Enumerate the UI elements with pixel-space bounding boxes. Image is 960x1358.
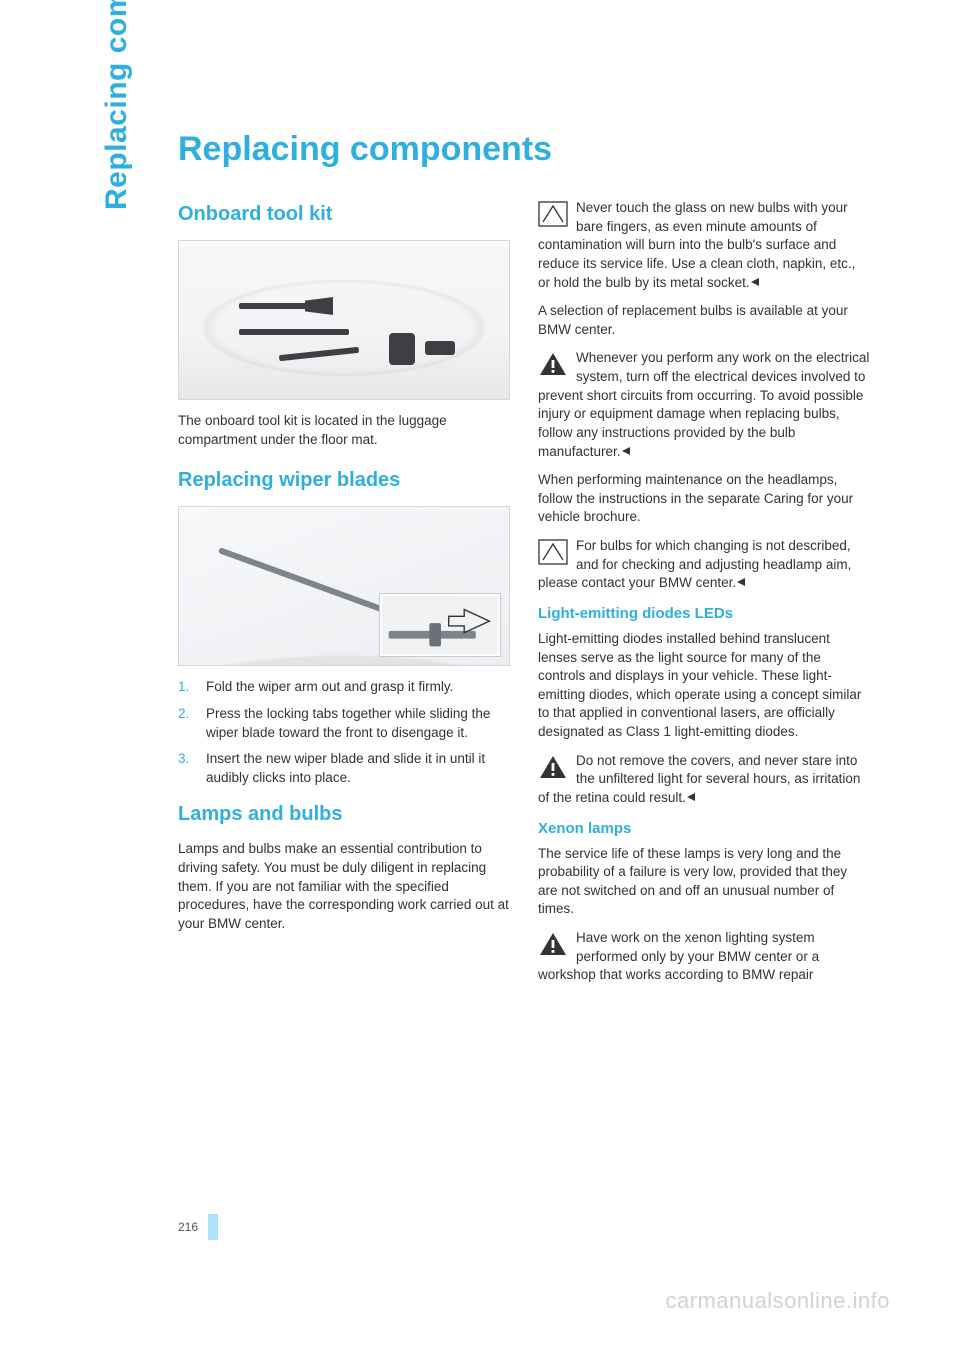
note-text: For bulbs for which changing is not desc… — [538, 538, 851, 590]
step-number: 1. — [178, 678, 189, 697]
figure-onboard-tool-kit — [178, 240, 510, 400]
page-number: 216 — [178, 1220, 198, 1234]
step-text: Insert the new wiper blade and slide it … — [206, 751, 485, 785]
heading-wiper-blades: Replacing wiper blades — [178, 469, 510, 492]
note-icon — [538, 539, 572, 567]
para-bulb-selection: A selection of replacement bulbs is avai… — [538, 302, 870, 339]
page-bar-icon — [208, 1214, 218, 1240]
wiper-steps-list: 1. Fold the wiper arm out and grasp it fi… — [178, 678, 510, 787]
step-text: Fold the wiper arm out and grasp it firm… — [206, 679, 453, 694]
tool-bar-icon — [239, 329, 349, 335]
heading-leds: Light-emitting diodes LEDs — [538, 605, 870, 622]
content-columns: Onboard tool kit The onboard tool kit is… — [178, 199, 870, 1199]
para-leds: Light-emitting diodes installed behind t… — [538, 630, 870, 742]
warning-text: Have work on the xenon lighting system p… — [538, 930, 819, 982]
warning-icon — [538, 351, 572, 379]
tool-hook-icon — [425, 341, 455, 355]
tool-wrench-icon — [239, 303, 329, 309]
end-mark-icon — [686, 789, 696, 808]
list-item: 3. Insert the new wiper blade and slide i… — [178, 750, 510, 787]
step-text: Press the locking tabs together while sl… — [206, 706, 490, 740]
step-number: 3. — [178, 750, 189, 769]
warning-leds: Do not remove the covers, and never star… — [538, 752, 870, 808]
warning-electrical: Whenever you perform any work on the ele… — [538, 349, 870, 461]
note-bulb-changing: For bulbs for which changing is not desc… — [538, 537, 870, 593]
para-xenon: The service life of these lamps is very … — [538, 845, 870, 920]
end-mark-icon — [750, 274, 760, 293]
figure-wiper-blades — [178, 506, 510, 666]
tool-screwdriver-icon — [279, 347, 359, 361]
note-icon — [538, 201, 572, 229]
end-mark-icon — [621, 443, 631, 462]
figure-wiper-inset — [379, 593, 501, 657]
para-lamps-intro: Lamps and bulbs make an essential contri… — [178, 840, 510, 933]
heading-xenon: Xenon lamps — [538, 820, 870, 837]
page-title: Replacing components — [178, 130, 870, 169]
side-tab-label: Replacing components — [100, 0, 134, 210]
page: Replacing components Replacing component… — [0, 0, 960, 1358]
watermark-text: carmanualsonline.info — [665, 1288, 890, 1314]
list-item: 2. Press the locking tabs together while … — [178, 705, 510, 742]
warning-text: Whenever you perform any work on the ele… — [538, 350, 869, 458]
step-number: 2. — [178, 705, 189, 724]
warning-text: Do not remove the covers, and never star… — [538, 753, 860, 805]
note-bulb-touch: Never touch the glass on new bulbs with … — [538, 199, 870, 292]
para-headlamp-maint: When performing maintenance on the headl… — [538, 471, 870, 527]
page-number-block: 216 — [178, 1214, 218, 1240]
warning-icon — [538, 754, 572, 782]
list-item: 1. Fold the wiper arm out and grasp it fi… — [178, 678, 510, 697]
tool-adapter-icon — [389, 333, 415, 365]
note-text: Never touch the glass on new bulbs with … — [538, 200, 855, 290]
heading-onboard-tool-kit: Onboard tool kit — [178, 203, 510, 226]
caption-onboard: The onboard tool kit is located in the l… — [178, 412, 510, 449]
end-mark-icon — [736, 574, 746, 593]
warning-icon — [538, 931, 572, 959]
warning-xenon: Have work on the xenon lighting system p… — [538, 929, 870, 985]
heading-lamps-bulbs: Lamps and bulbs — [178, 803, 510, 826]
